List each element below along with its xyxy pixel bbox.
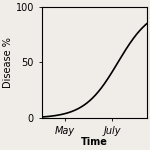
Y-axis label: Disease %: Disease % [3, 37, 13, 88]
X-axis label: Time: Time [81, 137, 108, 147]
